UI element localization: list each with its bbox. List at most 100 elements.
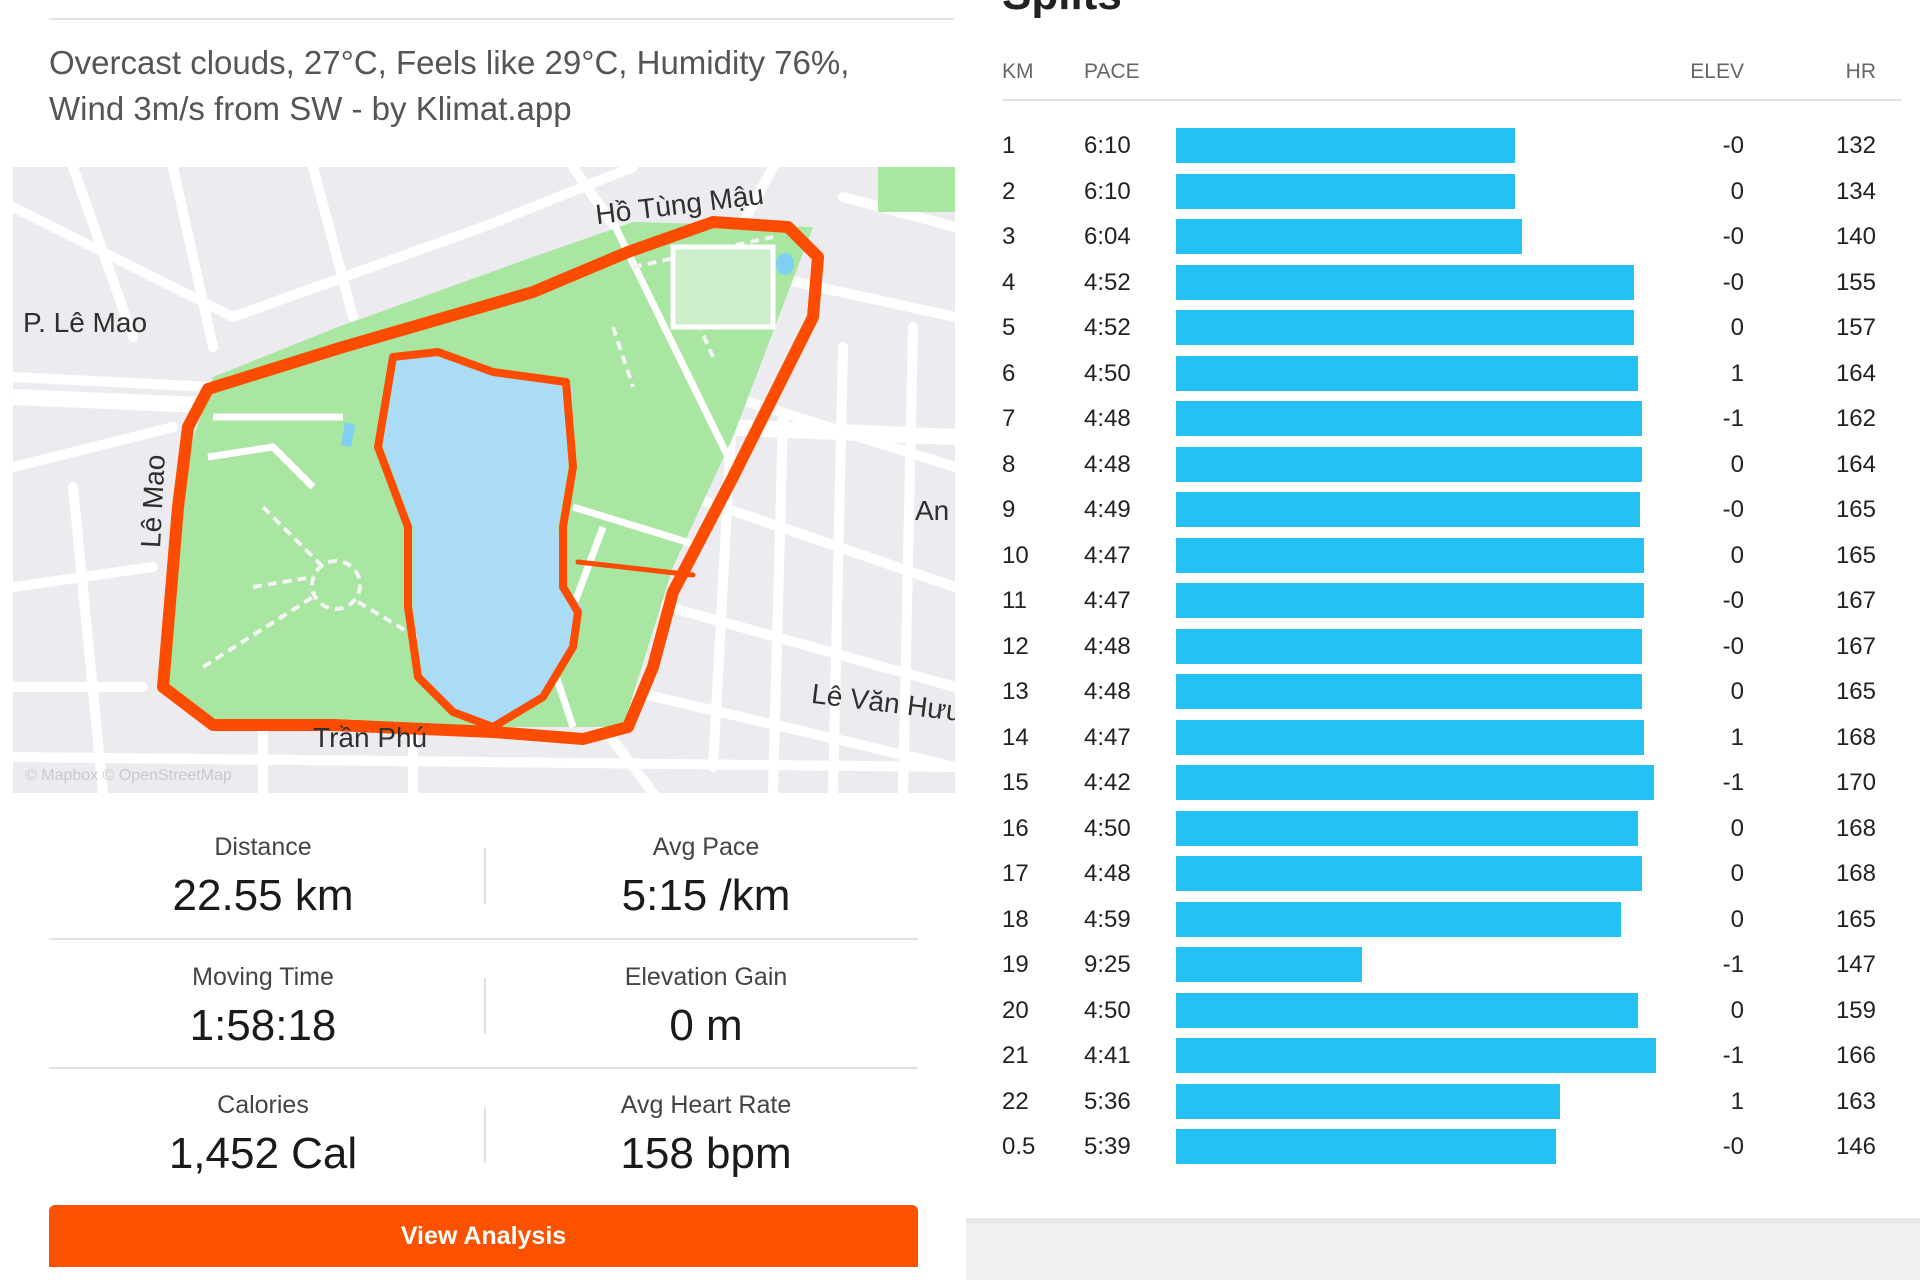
split-pace: 6:10 xyxy=(1084,177,1131,205)
split-km: 11 xyxy=(1002,587,1027,614)
split-hr: 132 xyxy=(1835,132,1876,159)
split-pace: 9:25 xyxy=(1084,951,1131,978)
split-pace-bar xyxy=(1176,628,1642,664)
split-row: 8 4:48 0 164 xyxy=(966,441,1920,487)
split-pace-bar xyxy=(1176,810,1638,846)
split-pace-bar xyxy=(1176,1038,1656,1073)
split-km: 5 xyxy=(1002,314,1016,341)
split-pace-bar xyxy=(1176,765,1654,800)
split-pace: 4:52 xyxy=(1084,268,1131,296)
split-row: 18 4:59 0 165 xyxy=(966,896,1920,942)
split-km: 15 xyxy=(1002,769,1029,796)
split-row: 13 4:48 0 165 xyxy=(966,668,1920,714)
split-elev: 0 xyxy=(1730,996,1744,1024)
split-elev: 0 xyxy=(1730,905,1744,933)
weather-description: Overcast clouds, 27°C, Feels like 29°C, … xyxy=(49,44,850,127)
split-hr: 165 xyxy=(1835,678,1876,705)
header-hr: HR xyxy=(1845,60,1876,83)
split-pace: 5:39 xyxy=(1084,1133,1131,1160)
split-row: 14 4:47 1 168 xyxy=(966,714,1920,760)
header-elev: ELEV xyxy=(1690,60,1744,83)
split-hr: 168 xyxy=(1835,723,1876,751)
divider xyxy=(484,1107,486,1163)
split-hr: 164 xyxy=(1835,359,1876,387)
map-label-le-mao-vertical: Lê Mao xyxy=(135,453,171,549)
split-km: 22 xyxy=(1002,1087,1029,1115)
split-pace-bar xyxy=(1176,583,1644,618)
split-row: 10 4:47 0 165 xyxy=(966,532,1920,578)
map-label-le-mao: P. Lê Mao xyxy=(23,307,148,338)
split-row: 3 6:04 -0 140 xyxy=(966,213,1920,259)
split-row: 12 4:48 -0 167 xyxy=(966,623,1920,669)
split-elev: -0 xyxy=(1722,1133,1744,1160)
split-km: 10 xyxy=(1002,541,1029,569)
split-elev: -1 xyxy=(1722,405,1744,432)
split-row: 20 4:50 0 159 xyxy=(966,987,1920,1033)
split-hr: 165 xyxy=(1835,496,1876,523)
split-elev: 0 xyxy=(1730,860,1744,887)
splits-title: Splits xyxy=(1002,0,1122,20)
split-pace: 4:41 xyxy=(1084,1042,1131,1069)
splits-panel: Splits KM PACE ELEV HR 16:10-013226:1001… xyxy=(966,0,1920,1218)
stat-value: 1:58:18 xyxy=(189,1001,337,1050)
split-pace: 4:52 xyxy=(1084,314,1131,341)
split-elev: 0 xyxy=(1730,177,1744,205)
panel-footer xyxy=(966,1218,1920,1280)
divider xyxy=(484,848,486,904)
split-hr: 134 xyxy=(1835,177,1876,205)
split-elev: 0 xyxy=(1730,541,1744,569)
split-hr: 165 xyxy=(1835,905,1876,933)
split-pace-bar xyxy=(1176,1129,1556,1164)
split-elev: -0 xyxy=(1722,223,1744,250)
split-pace-bar xyxy=(1176,401,1642,436)
split-pace: 4:48 xyxy=(1084,450,1131,478)
split-km: 17 xyxy=(1002,860,1029,887)
split-pace-bar xyxy=(1176,264,1634,300)
stat-avg-heart-rate: Avg Heart Rate 158 bpm xyxy=(486,1090,926,1182)
divider xyxy=(1002,99,1902,101)
split-km: 4 xyxy=(1002,268,1016,296)
stat-moving-time: Moving Time 1:58:18 xyxy=(43,962,483,1054)
split-elev: 1 xyxy=(1730,1087,1744,1115)
split-hr: 146 xyxy=(1835,1133,1876,1160)
split-row: 21 4:41 -1 166 xyxy=(966,1032,1920,1078)
divider xyxy=(49,938,918,940)
split-km: 13 xyxy=(1002,678,1029,705)
split-hr: 155 xyxy=(1835,268,1876,296)
stat-value: 5:15 /km xyxy=(621,871,791,920)
split-row: 1 6:10 -0 132 xyxy=(966,122,1920,168)
split-row: 9 4:49 -0 165 xyxy=(966,486,1920,532)
split-pace: 4:50 xyxy=(1084,814,1131,842)
split-row: 17 4:48 0 168 xyxy=(966,850,1920,896)
split-km: 6 xyxy=(1002,359,1016,387)
split-row: 7 4:48 -1 162 xyxy=(966,395,1920,441)
split-elev: 0 xyxy=(1730,814,1744,842)
stat-value: 22.55 km xyxy=(172,871,354,920)
split-row: 22 5:36 1 163 xyxy=(966,1078,1920,1124)
split-elev: 0 xyxy=(1730,450,1744,478)
header-pace: PACE xyxy=(1084,60,1140,83)
view-analysis-button[interactable]: View Analysis xyxy=(49,1205,918,1267)
route-map[interactable]: P. Lê Mao Lê Mao Hồ Tùng Mậu An Lê Văn H… xyxy=(13,167,955,793)
activity-summary-panel: Overcast clouds, 27°C, Feels like 29°C, … xyxy=(0,0,966,1280)
stat-label: Elevation Gain xyxy=(624,963,788,991)
split-hr: 164 xyxy=(1835,450,1876,478)
split-pace: 5:36 xyxy=(1084,1087,1131,1115)
split-km: 18 xyxy=(1002,905,1029,933)
split-pace-bar xyxy=(1176,992,1638,1028)
split-elev: -1 xyxy=(1722,769,1744,796)
split-hr: 166 xyxy=(1835,1042,1876,1069)
split-hr: 140 xyxy=(1835,223,1876,250)
split-elev: -0 xyxy=(1722,587,1744,614)
map-attribution[interactable]: © Mapbox © OpenStreetMap xyxy=(25,767,232,784)
split-pace: 4:47 xyxy=(1084,541,1131,569)
stat-value: 1,452 Cal xyxy=(168,1129,358,1178)
split-hr: 162 xyxy=(1835,405,1876,432)
split-pace: 6:10 xyxy=(1084,132,1131,159)
split-hr: 165 xyxy=(1835,541,1876,569)
split-km: 1 xyxy=(1002,132,1016,159)
split-km: 7 xyxy=(1002,405,1016,432)
split-pace-bar xyxy=(1176,446,1642,482)
split-km: 21 xyxy=(1002,1042,1029,1069)
splits-table: 1 6:10 -0 132 2 6:10 0 134 3 6:04 -0 140 4 4:52 -0 155 5… xyxy=(966,122,1920,1169)
